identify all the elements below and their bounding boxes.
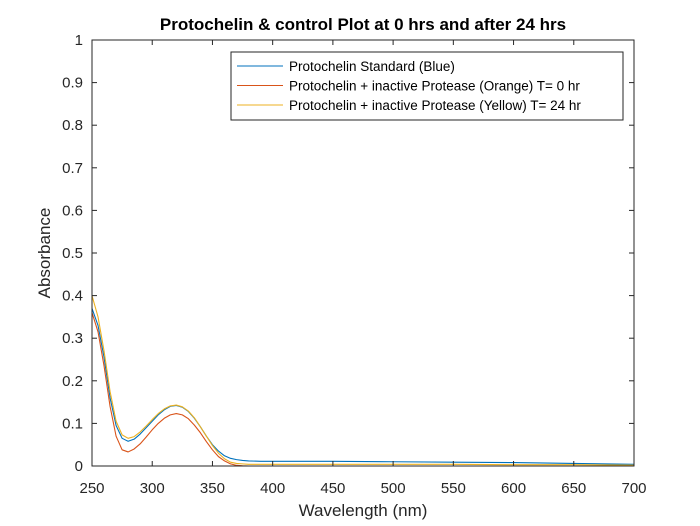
legend-label-blue: Protochelin Standard (Blue) xyxy=(289,59,455,74)
y-tick-label-0: 0 xyxy=(75,458,83,475)
x-tick-label-550: 550 xyxy=(441,480,466,497)
x-tick-label-400: 400 xyxy=(260,480,285,497)
y-tick-label-0-3: 0.3 xyxy=(62,330,83,347)
chart-title: Protochelin & control Plot at 0 hrs and … xyxy=(160,15,566,34)
y-tick-label-0-1: 0.1 xyxy=(62,415,83,432)
x-axis-label: Wavelength (nm) xyxy=(299,501,428,520)
x-tick-label-350: 350 xyxy=(200,480,225,497)
x-tick-label-300: 300 xyxy=(140,480,165,497)
ticks-layer: 250 300 350 400 450 500 550 600 650 700 0 0.1 0.2 0.3… xyxy=(62,32,646,497)
y-tick-label-0-2: 0.2 xyxy=(62,373,83,390)
x-tick-label-700: 700 xyxy=(621,480,646,497)
x-tick-label-500: 500 xyxy=(381,480,406,497)
y-axis-label: Absorbance xyxy=(35,208,54,299)
x-tick-label-450: 450 xyxy=(320,480,345,497)
legend: Protochelin Standard (Blue) Protochelin … xyxy=(230,51,624,121)
y-tick-label-0-8: 0.8 xyxy=(62,117,83,134)
x-tick-label-250: 250 xyxy=(79,480,104,497)
legend-label-orange: Protochelin + inactive Protease (Orange)… xyxy=(289,79,580,94)
y-tick-label-0-9: 0.9 xyxy=(62,75,83,92)
legend-label-yellow: Protochelin + inactive Protease (Yellow)… xyxy=(289,98,581,113)
x-tick-label-650: 650 xyxy=(561,480,586,497)
y-tick-label-0-5: 0.5 xyxy=(62,245,83,262)
y-tick-label-0-7: 0.7 xyxy=(62,160,83,177)
y-tick-label-1: 1 xyxy=(75,32,83,49)
x-tick-label-600: 600 xyxy=(501,480,526,497)
series-line-yellow xyxy=(91,295,635,466)
y-tick-label-0-4: 0.4 xyxy=(62,288,83,305)
y-tick-label-0-6: 0.6 xyxy=(62,202,83,219)
legend-box xyxy=(230,51,624,121)
